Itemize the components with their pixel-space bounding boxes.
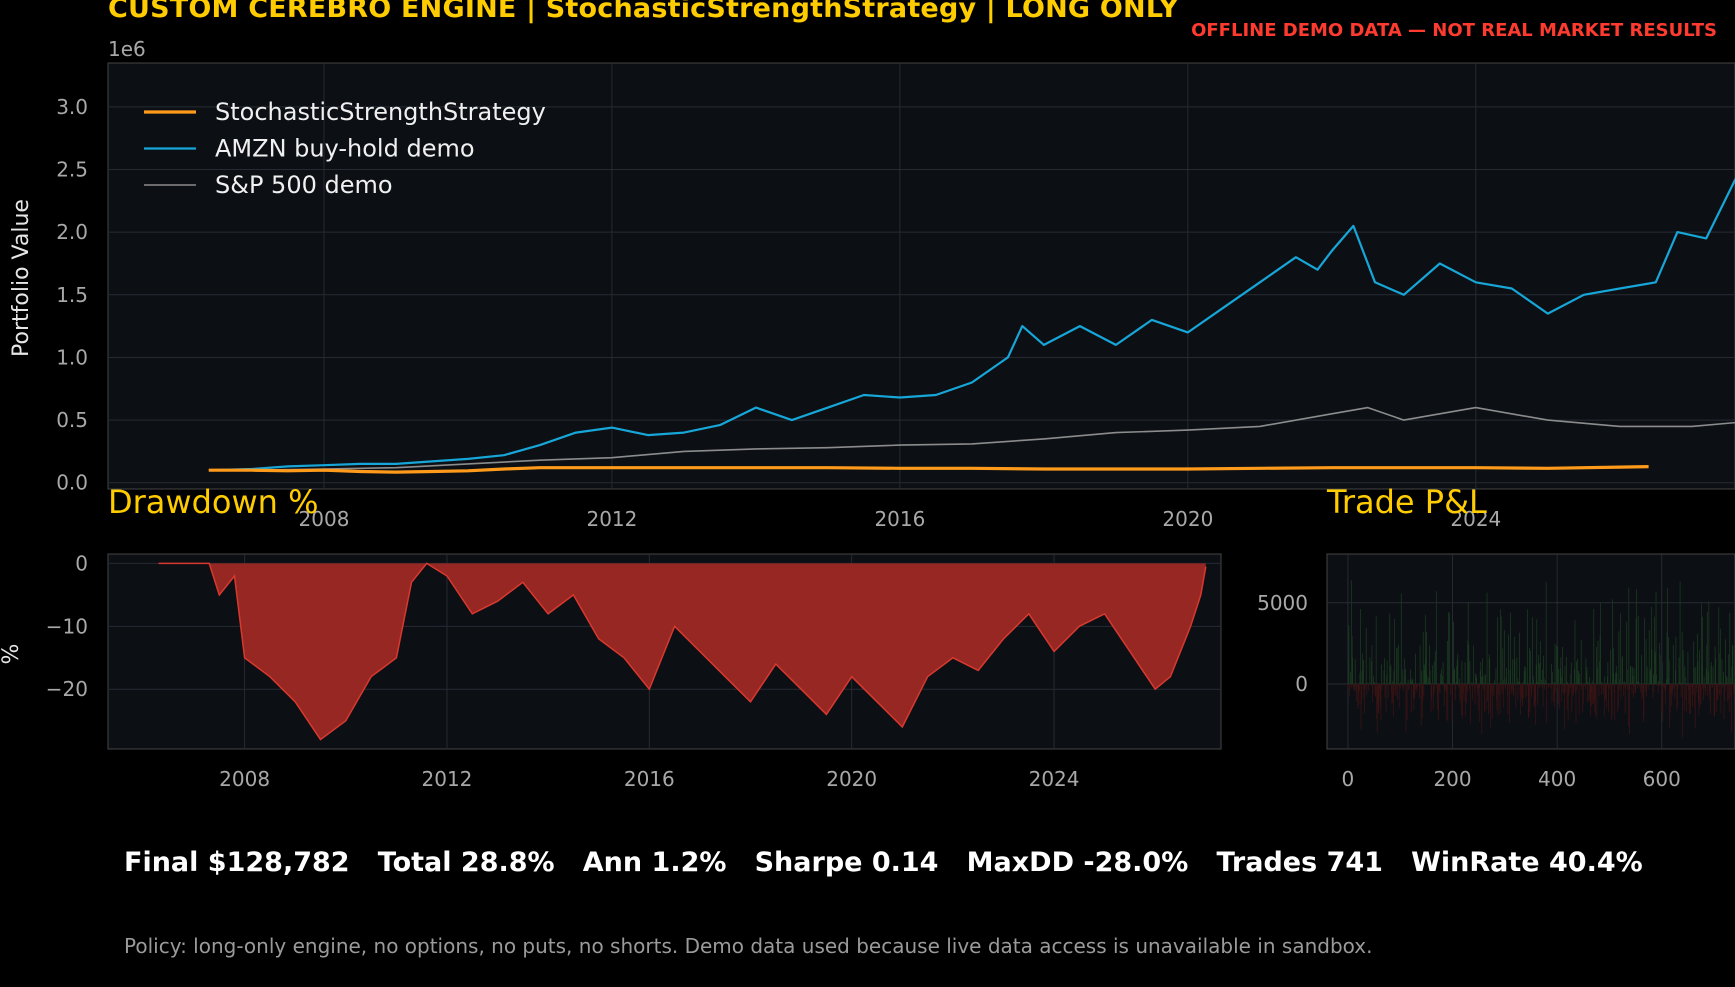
dd-x-tick-label: 2016 (624, 767, 675, 791)
main-y-tick-label: 3.0 (56, 95, 88, 119)
pnl-tick-labels: 0 200 400 600 0 5000 (1257, 591, 1681, 791)
legend: StochasticStrengthStrategy AMZN buy-hold … (144, 98, 546, 199)
drawdown-y-axis-label: % (0, 644, 24, 665)
main-gridlines (108, 63, 1735, 489)
main-series-group (208, 177, 1735, 474)
legend-label: S&P 500 demo (215, 171, 393, 199)
main-y-tick-label: 1.0 (56, 345, 88, 369)
drawdown-tick-labels: 2008 2012 2016 2020 2024 0 −10 −20 (46, 551, 1080, 791)
pnl-x-tick-label: 600 (1643, 767, 1681, 791)
main-plot-area (107, 62, 1735, 490)
main-y-tick-label: 2.5 (56, 158, 88, 182)
main-x-tick-label: 2020 (1162, 507, 1213, 531)
legend-label: AMZN buy-hold demo (215, 135, 475, 163)
main-x-tick-label: 2016 (874, 507, 925, 531)
drawdown-line (158, 562, 1207, 741)
main-x-tick-label: 2012 (586, 507, 637, 531)
legend-label: StochasticStrengthStrategy (215, 98, 546, 126)
dd-y-tick-label: −20 (46, 677, 88, 701)
y-scale-label: 1e6 (108, 37, 146, 61)
dd-x-tick-label: 2020 (826, 767, 877, 791)
y-axis-label: Portfolio Value (9, 199, 34, 357)
amzn-line (208, 177, 1735, 472)
main-x-tick-label: 2008 (299, 507, 350, 531)
strategy-line (208, 465, 1649, 474)
dd-y-tick-label: 0 (75, 551, 88, 575)
trade-pnl-panel: 0 200 400 600 0 5000 Trade P&L (1257, 483, 1735, 791)
pnl-bars-group (1347, 580, 1735, 738)
sp500-line (208, 406, 1735, 471)
dd-x-tick-label: 2012 (422, 767, 473, 791)
pnl-x-tick-label: 400 (1538, 767, 1576, 791)
drawdown-area-group (158, 562, 1207, 741)
chart-title: CUSTOM CEREBRO ENGINE | StochasticStreng… (108, 0, 1179, 24)
portfolio-value-panel: 2008 2012 2016 2020 2024 0.0 0.5 1.0 1.5 2.0 2.5 3.… (9, 37, 1735, 531)
main-tick-labels: 2008 2012 2016 2020 2024 0.0 0.5 1.0 1.5 2.0 2.5 3.… (56, 95, 1501, 531)
main-y-tick-label: 2.0 (56, 220, 88, 244)
dd-x-tick-label: 2008 (219, 767, 270, 791)
dd-y-tick-label: −10 (46, 614, 88, 638)
policy-note: Policy: long-only engine, no options, no… (124, 934, 1373, 958)
pnl-x-tick-label: 200 (1433, 767, 1471, 791)
main-y-tick-label: 0.0 (56, 471, 88, 495)
pnl-title: Trade P&L (1326, 483, 1487, 521)
drawdown-title: Drawdown % (108, 483, 319, 521)
pnl-y-tick-label: 0 (1295, 672, 1308, 696)
main-y-tick-label: 1.5 (56, 283, 88, 307)
drawdown-panel: 2008 2012 2016 2020 2024 0 −10 −20 Drawdown % % (0, 483, 1222, 791)
pnl-y-tick-label: 5000 (1257, 591, 1308, 615)
dd-x-tick-label: 2024 (1029, 767, 1080, 791)
main-x-tick-label: 2024 (1450, 507, 1501, 531)
pnl-plot-area (1326, 553, 1735, 750)
pnl-x-tick-label: 0 (1342, 767, 1355, 791)
demo-data-warning: OFFLINE DEMO DATA — NOT REAL MARKET RESU… (1191, 20, 1717, 41)
main-y-tick-label: 0.5 (56, 408, 88, 432)
performance-stats: Final $128,782 Total 28.8% Ann 1.2% Shar… (124, 847, 1643, 878)
drawdown-area (158, 563, 1206, 740)
